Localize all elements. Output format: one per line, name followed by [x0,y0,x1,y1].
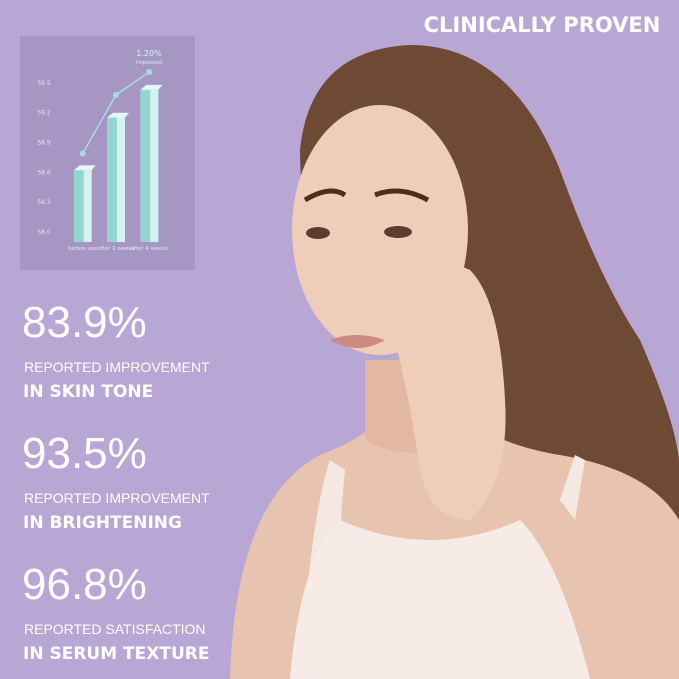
annotation-text: improved [136,60,162,66]
y-tick-label: 58.3 [37,199,51,206]
trend-point [79,150,86,157]
y-tick-label: 59.2 [37,110,51,117]
stats: 83.9% REPORTED IMPROVEMENT IN SKIN TONE 93.… [22,298,210,664]
y-tick-label: 58.0 [37,229,51,236]
y-tick-label: 59.5 [37,80,51,87]
stat-value: 83.9% [22,298,147,347]
stat-value: 93.5% [22,429,147,478]
title: CLINICALLY PROVEN [424,13,661,37]
bar-side [117,117,125,242]
portrait [230,45,679,679]
stat-emphasis: IN SERUM TEXTURE [23,644,209,664]
bar-side [83,170,92,242]
y-tick-label: 58.6 [37,169,51,176]
stat-line: REPORTED IMPROVEMENT [24,490,210,506]
trend-point [113,91,119,98]
y-tick-label: 58.9 [37,140,51,147]
stat-emphasis: IN BRIGHTENING [23,513,182,533]
x-tick-label: after 4 weeks [131,246,168,252]
stat-line: REPORTED IMPROVEMENT [24,359,210,375]
stat-line: REPORTED SATISFACTION [24,621,206,637]
annotation-value: 1.20% [136,49,162,58]
x-tick-label: before use [68,246,98,252]
trend-point [146,68,153,75]
bar-cap [73,165,96,171]
bar-side [150,89,159,242]
stat-value: 96.8% [22,560,147,609]
stat-emphasis: IN SKIN TONE [23,382,153,402]
x-tick-label: after 2 weeks [97,246,134,252]
bar-cap [140,84,163,90]
bar-cap [107,112,129,118]
